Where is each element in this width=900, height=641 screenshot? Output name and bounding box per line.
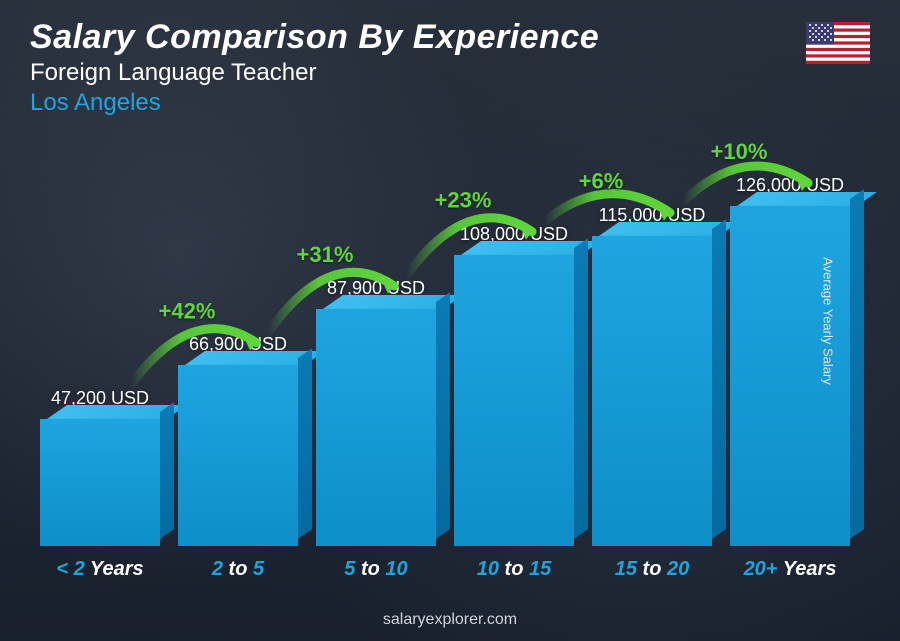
bar-group: 108,000 USD 10 to 15 [454,224,574,581]
bar-side-face [298,348,312,539]
bar [316,309,436,546]
y-axis-label: Average Yearly Salary [821,257,836,385]
bar-front-face [592,236,712,546]
bar-side-face [850,189,864,539]
bar [454,255,574,546]
bar-front-face [316,309,436,546]
bar-group: 115,000 USD 15 to 20 [592,205,712,581]
bar-front-face [454,255,574,546]
bar-x-label: 15 to 20 [615,558,690,581]
bar-x-label: 10 to 15 [477,558,552,581]
bar-front-face [40,419,160,546]
bar-side-face [160,402,174,539]
bar-side-face [712,219,726,539]
bar-side-face [574,238,588,539]
header: Salary Comparison By Experience Foreign … [30,18,599,117]
footer-attribution: salaryexplorer.com [0,611,900,629]
bar [40,419,160,546]
bar [178,365,298,546]
bar [592,236,712,546]
chart-subtitle: Foreign Language Teacher [30,59,599,87]
bar-x-label: 5 to 10 [344,558,407,581]
chart-location: Los Angeles [30,89,599,117]
bar-x-label: < 2 Years [56,558,143,581]
bar-x-label: 20+ Years [744,558,837,581]
bar-chart: 47,200 USD < 2 Years 66,900 USD 2 to 5 8… [40,151,850,581]
bar-group: 66,900 USD 2 to 5 [178,334,298,581]
bar-side-face [436,292,450,539]
bar-group: 47,200 USD < 2 Years [40,388,160,581]
country-flag-icon [806,22,870,64]
chart-title: Salary Comparison By Experience [30,18,599,57]
bar-x-label: 2 to 5 [212,558,264,581]
bar-group: 87,900 USD 5 to 10 [316,278,436,581]
bar-front-face [178,365,298,546]
